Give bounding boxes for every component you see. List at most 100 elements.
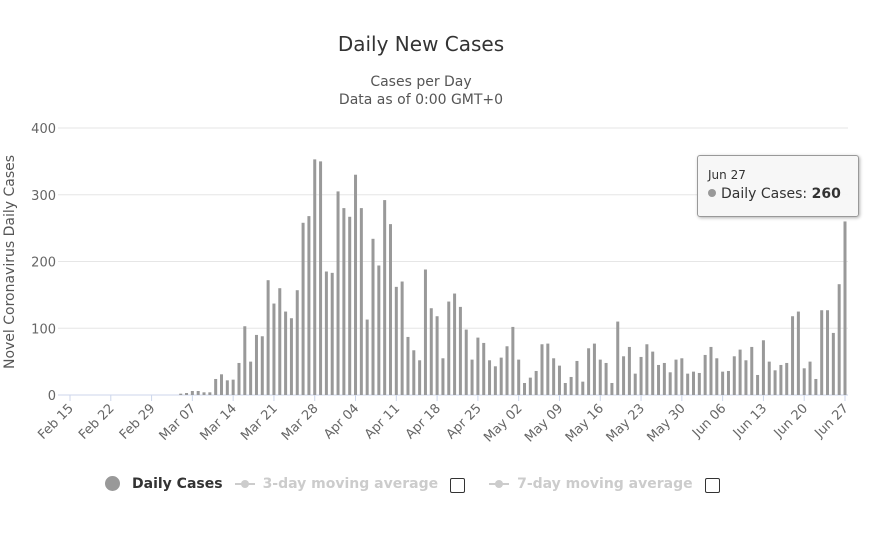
bar[interactable] [697, 372, 701, 395]
bar[interactable] [476, 337, 480, 395]
bar[interactable] [458, 306, 462, 395]
bar[interactable] [674, 359, 678, 395]
bar[interactable] [622, 356, 626, 395]
bar[interactable] [569, 376, 573, 395]
bar[interactable] [330, 272, 334, 395]
bar[interactable] [319, 161, 323, 395]
bar[interactable] [831, 332, 835, 395]
bar[interactable] [301, 222, 305, 395]
bar[interactable] [435, 316, 439, 395]
bar[interactable] [639, 356, 643, 395]
bar[interactable] [336, 191, 340, 395]
bar[interactable] [791, 316, 795, 395]
bar[interactable] [406, 336, 410, 395]
bar[interactable] [307, 216, 311, 395]
bar[interactable] [802, 368, 806, 395]
bar[interactable] [470, 359, 474, 395]
bar[interactable] [388, 224, 392, 395]
bar[interactable] [365, 319, 369, 395]
legend-item-7day-average[interactable]: 7-day moving average [489, 476, 693, 492]
bar[interactable] [517, 359, 521, 395]
bar[interactable] [488, 360, 492, 395]
bar[interactable] [814, 378, 818, 395]
bar[interactable] [761, 340, 765, 395]
bar[interactable] [429, 308, 433, 395]
bar[interactable] [371, 238, 375, 395]
bar[interactable] [493, 366, 497, 395]
bar[interactable] [528, 377, 532, 395]
bar[interactable] [767, 361, 771, 395]
bar[interactable] [231, 379, 235, 395]
bar[interactable] [383, 200, 387, 395]
bar[interactable] [598, 359, 602, 395]
bar[interactable] [511, 326, 515, 395]
bar[interactable] [587, 348, 591, 395]
bar[interactable] [412, 350, 416, 395]
bar[interactable] [738, 349, 742, 395]
bar[interactable] [744, 360, 748, 395]
bar[interactable] [505, 346, 509, 395]
bar[interactable] [750, 346, 754, 395]
bar[interactable] [418, 360, 422, 395]
bar[interactable] [342, 208, 346, 395]
bar[interactable] [377, 265, 381, 395]
bar[interactable] [272, 303, 276, 395]
bar[interactable] [616, 321, 620, 395]
bar[interactable] [691, 371, 695, 395]
bar[interactable] [808, 361, 812, 395]
bar[interactable] [482, 342, 486, 395]
bar[interactable] [773, 370, 777, 395]
bar[interactable] [703, 354, 707, 395]
bar[interactable] [354, 174, 358, 395]
bar[interactable] [645, 344, 649, 395]
bar[interactable] [592, 343, 596, 395]
bar[interactable] [190, 390, 194, 395]
bar[interactable] [552, 358, 556, 395]
bar[interactable] [657, 364, 661, 395]
bar[interactable] [313, 159, 317, 395]
bar[interactable] [260, 336, 264, 395]
bar[interactable] [523, 382, 527, 395]
bar[interactable] [837, 284, 841, 395]
bar[interactable] [610, 382, 614, 395]
bar[interactable] [179, 393, 183, 395]
bar[interactable] [196, 390, 200, 395]
bar[interactable] [499, 357, 503, 395]
bar[interactable] [266, 280, 270, 395]
bar[interactable] [779, 364, 783, 395]
legend-item-daily-cases[interactable]: Daily Cases [105, 476, 223, 492]
bar[interactable] [668, 372, 672, 395]
bar[interactable] [394, 286, 398, 395]
bar[interactable] [214, 378, 218, 395]
bar[interactable] [249, 361, 253, 395]
bar[interactable] [581, 381, 585, 395]
bar[interactable] [237, 362, 241, 395]
bar[interactable] [627, 346, 631, 395]
bar[interactable] [324, 271, 328, 395]
bar[interactable] [756, 374, 760, 395]
bar[interactable] [202, 392, 206, 395]
bar[interactable] [225, 380, 229, 395]
bar[interactable] [220, 374, 224, 395]
bar[interactable] [359, 208, 363, 395]
bar[interactable] [721, 371, 725, 395]
bar[interactable] [785, 362, 789, 395]
bar[interactable] [243, 326, 247, 395]
bar[interactable] [254, 334, 258, 395]
bar[interactable] [820, 310, 824, 395]
bar[interactable] [686, 373, 690, 395]
bar[interactable] [604, 362, 608, 395]
bar[interactable] [441, 358, 445, 395]
bar[interactable] [575, 360, 579, 395]
bar[interactable] [540, 344, 544, 395]
bar[interactable] [289, 318, 293, 395]
3day-average-checkbox[interactable] [450, 478, 466, 493]
bar[interactable] [680, 358, 684, 395]
bar[interactable] [284, 311, 288, 395]
bar[interactable] [557, 365, 561, 395]
bar[interactable] [633, 373, 637, 395]
bar[interactable] [447, 301, 451, 395]
bar[interactable] [423, 269, 427, 395]
bar[interactable] [546, 343, 550, 395]
bar[interactable] [208, 392, 212, 395]
